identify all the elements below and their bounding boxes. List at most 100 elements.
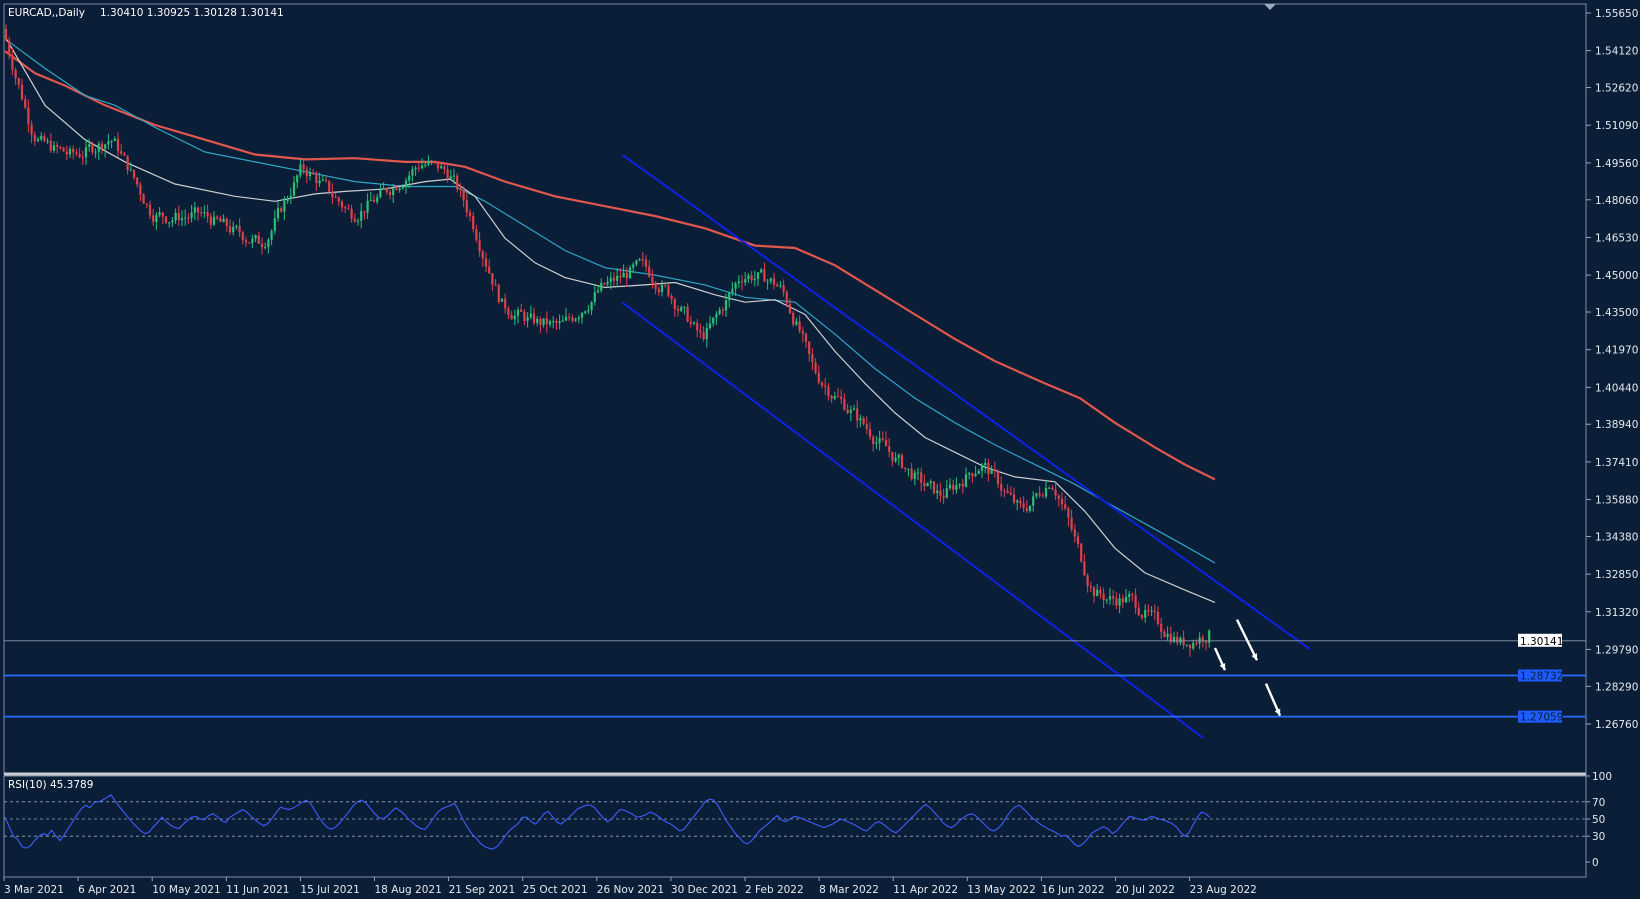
candle-body — [504, 298, 507, 309]
candle-body — [878, 438, 881, 443]
candle-body — [1054, 489, 1057, 496]
candle-body — [897, 455, 900, 458]
price-tick-label: 1.46530 — [1595, 232, 1638, 244]
candle-body — [148, 204, 152, 216]
candle-body — [424, 164, 427, 166]
candle-body — [635, 260, 638, 265]
candle-body — [52, 145, 56, 151]
candle-body — [376, 197, 379, 202]
candle-body — [888, 446, 891, 452]
candle-body — [49, 140, 52, 151]
date-tick-label: 30 Dec 2021 — [671, 884, 738, 896]
candle-body — [619, 275, 622, 278]
candle-body — [62, 147, 65, 152]
candle-body — [270, 231, 273, 240]
candle-body — [622, 272, 625, 278]
arrow-head — [1274, 708, 1281, 716]
candle-body — [254, 235, 257, 239]
candle-body — [104, 144, 107, 149]
candle-body — [168, 222, 171, 224]
price-tick-label: 1.34380 — [1595, 531, 1638, 543]
candle-body — [404, 180, 408, 187]
candle-body — [580, 312, 584, 318]
candle-body — [737, 281, 740, 284]
chart-shift-marker[interactable] — [1264, 4, 1276, 10]
channel-trendline[interactable] — [621, 301, 1204, 739]
price-tick-label: 1.40440 — [1595, 382, 1638, 394]
candle-body — [648, 266, 651, 277]
candle-body — [1185, 644, 1188, 646]
candle-body — [433, 161, 436, 163]
date-tick-label: 25 Oct 2021 — [523, 884, 588, 896]
candle-body — [952, 484, 955, 490]
candle-body — [961, 483, 964, 487]
candle-body — [328, 180, 331, 192]
candle-body — [590, 301, 593, 310]
candle-body — [388, 192, 392, 195]
price-tick-label: 1.29790 — [1595, 644, 1638, 656]
candle-body — [219, 218, 222, 223]
candle-body — [56, 145, 59, 147]
candle-body — [81, 157, 84, 159]
candle-body — [1124, 596, 1128, 603]
candle-body — [689, 321, 692, 324]
candle-body — [30, 124, 33, 135]
candle-body — [673, 299, 676, 309]
candle-body — [843, 398, 846, 410]
candle-body — [1003, 490, 1006, 492]
candle-body — [158, 212, 161, 216]
candle-body — [132, 169, 136, 178]
candle-body — [478, 240, 481, 252]
candle-body — [497, 285, 500, 302]
candle-body — [452, 175, 456, 177]
candle-body — [958, 483, 961, 486]
candle-body — [212, 216, 216, 225]
candle-body — [462, 189, 465, 201]
candle-body — [187, 217, 190, 219]
candle-body — [1041, 495, 1044, 497]
candle-body — [1000, 484, 1003, 491]
candle-body — [395, 188, 398, 190]
candle-body — [1012, 494, 1016, 503]
price-tick-label: 1.38940 — [1595, 419, 1638, 431]
candle-body — [1099, 589, 1102, 594]
candle-body — [1028, 505, 1032, 512]
candle-body — [46, 140, 49, 142]
price-tick-label: 1.31320 — [1595, 607, 1638, 619]
candle-body — [235, 226, 238, 228]
rsi-tick-label: 100 — [1592, 771, 1612, 783]
candle-body — [465, 200, 468, 213]
candle-body — [836, 396, 840, 398]
candle-body — [180, 218, 184, 221]
candle-body — [366, 200, 369, 213]
candle-body — [798, 321, 801, 331]
candle-body — [1035, 493, 1038, 497]
candle-body — [123, 153, 126, 156]
candle-body — [817, 372, 820, 383]
candle-body — [638, 259, 641, 261]
downward-arrow[interactable] — [1235, 619, 1259, 661]
candle-body — [529, 313, 532, 318]
candle-body — [910, 468, 913, 480]
candle-body — [990, 469, 993, 474]
candle-body — [763, 269, 766, 282]
candle-body — [993, 469, 996, 472]
candle-body — [88, 144, 91, 147]
candle-body — [510, 315, 513, 320]
candle-body — [1060, 498, 1064, 505]
candle-body — [913, 472, 916, 480]
candle-body — [110, 140, 113, 142]
candle-body — [1118, 598, 1121, 606]
candle-body — [475, 229, 478, 241]
candle-body — [100, 143, 104, 149]
candle-body — [875, 442, 878, 445]
candle-body — [283, 201, 286, 212]
candle-body — [331, 191, 334, 198]
candle-body — [302, 164, 305, 170]
candle-body — [577, 317, 580, 320]
channel-trendline[interactable] — [621, 153, 1311, 650]
candle-body — [222, 218, 225, 223]
candle-body — [968, 473, 971, 475]
candle-body — [859, 418, 862, 421]
